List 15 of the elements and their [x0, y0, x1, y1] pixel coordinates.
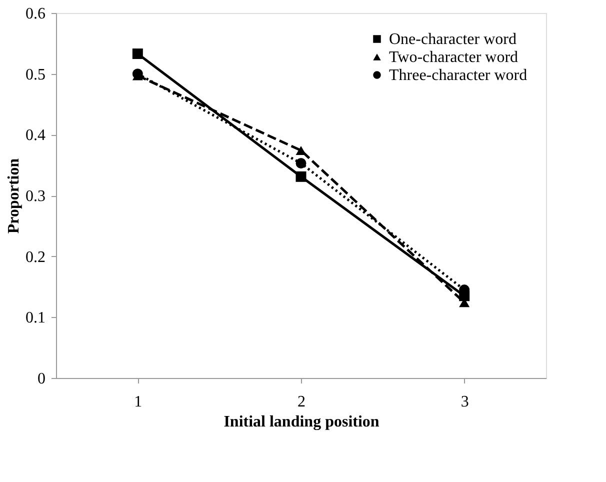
x-tick-label: 2 [298, 394, 306, 410]
x-axis-title: Initial landing position [224, 414, 380, 430]
x-tick-label: 1 [134, 394, 142, 410]
y-tick-label: 0.5 [26, 66, 46, 84]
y-tick-label: 0.6 [26, 6, 46, 22]
y-axis-title: Proportion [6, 158, 22, 234]
y-tick-label: 0.1 [26, 310, 46, 327]
legend-label: Two-character word [389, 49, 518, 66]
y-tick-label: 0.3 [26, 188, 46, 205]
x-tick-label: 3 [460, 394, 469, 410]
y-tick-label: 0 [38, 370, 46, 388]
y-tick-label: 0.4 [26, 127, 46, 144]
y-tick-label: 0.2 [26, 248, 46, 266]
legend-label: Three-character word [389, 67, 528, 84]
legend-label: One-character word [389, 31, 516, 48]
